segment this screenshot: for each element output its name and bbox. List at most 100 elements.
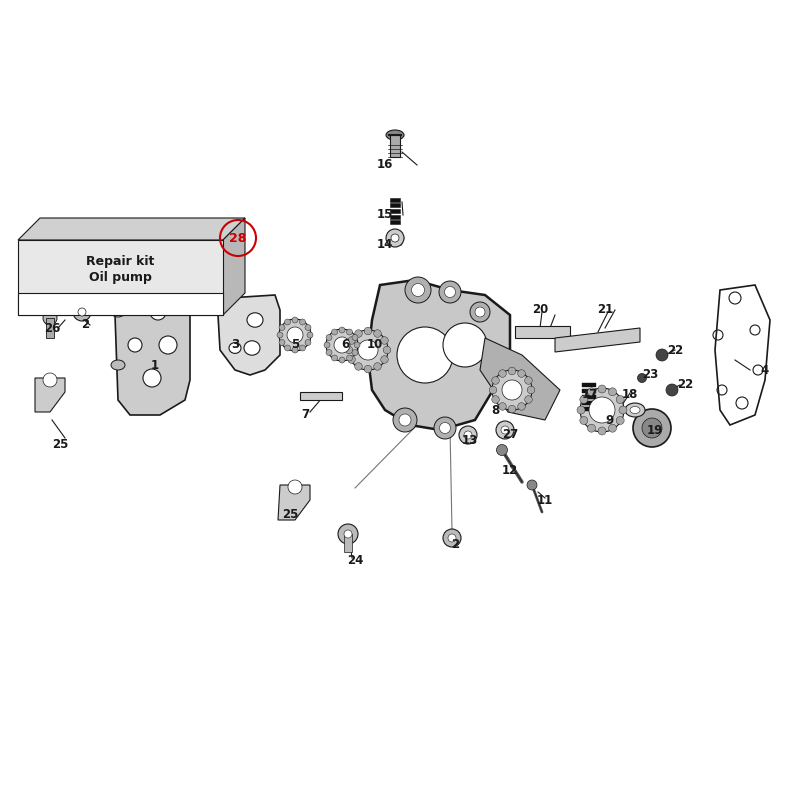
Text: 25: 25 <box>52 438 68 451</box>
Ellipse shape <box>625 403 645 417</box>
Circle shape <box>150 304 166 320</box>
Circle shape <box>348 330 388 370</box>
Circle shape <box>386 229 404 247</box>
Circle shape <box>393 408 417 432</box>
Text: 20: 20 <box>532 303 548 317</box>
Bar <box>46 318 54 338</box>
Circle shape <box>587 388 595 396</box>
Text: 13: 13 <box>462 434 478 446</box>
Circle shape <box>496 421 514 439</box>
Bar <box>582 407 596 411</box>
Circle shape <box>381 337 388 344</box>
Circle shape <box>443 323 487 367</box>
Circle shape <box>411 283 425 297</box>
Polygon shape <box>223 218 245 315</box>
Circle shape <box>619 406 627 414</box>
Circle shape <box>397 327 453 383</box>
Text: 22: 22 <box>667 343 683 357</box>
Polygon shape <box>35 378 65 412</box>
Circle shape <box>299 345 306 351</box>
Circle shape <box>299 319 306 325</box>
Bar <box>390 220 400 224</box>
Bar <box>390 135 400 157</box>
Circle shape <box>508 367 516 374</box>
Circle shape <box>326 334 332 341</box>
Bar <box>344 534 352 552</box>
Polygon shape <box>480 338 560 420</box>
Circle shape <box>656 349 668 361</box>
Circle shape <box>279 339 285 346</box>
Circle shape <box>346 346 353 354</box>
Bar <box>390 214 400 218</box>
Circle shape <box>498 402 506 410</box>
Circle shape <box>159 336 177 354</box>
Circle shape <box>616 417 624 425</box>
Circle shape <box>331 329 338 335</box>
Circle shape <box>285 345 290 351</box>
Text: 25: 25 <box>282 509 298 522</box>
Circle shape <box>577 406 585 414</box>
Circle shape <box>305 339 311 346</box>
Circle shape <box>307 332 313 338</box>
Circle shape <box>287 327 303 343</box>
Circle shape <box>609 388 617 396</box>
Circle shape <box>326 329 358 361</box>
Circle shape <box>358 340 378 360</box>
Circle shape <box>364 327 372 334</box>
Circle shape <box>490 386 497 394</box>
Circle shape <box>352 350 358 355</box>
Circle shape <box>292 317 298 323</box>
Text: 21: 21 <box>597 303 613 317</box>
Bar <box>390 203 400 207</box>
Circle shape <box>354 342 360 348</box>
Text: 14: 14 <box>377 238 393 251</box>
Bar <box>300 392 342 400</box>
Text: 17: 17 <box>582 389 598 402</box>
Text: 26: 26 <box>44 322 60 334</box>
Text: 10: 10 <box>367 338 383 351</box>
Polygon shape <box>278 485 310 520</box>
Ellipse shape <box>229 342 241 354</box>
Text: 11: 11 <box>537 494 553 506</box>
Circle shape <box>475 307 485 317</box>
Circle shape <box>43 311 57 325</box>
Circle shape <box>448 534 456 542</box>
Text: 15: 15 <box>377 209 393 222</box>
Circle shape <box>399 414 411 426</box>
Circle shape <box>324 342 330 348</box>
Circle shape <box>492 370 532 410</box>
Circle shape <box>391 234 399 242</box>
Polygon shape <box>368 280 510 430</box>
Circle shape <box>338 524 358 544</box>
Circle shape <box>589 397 615 423</box>
Circle shape <box>305 325 311 330</box>
Polygon shape <box>18 218 245 240</box>
Circle shape <box>443 529 461 547</box>
Circle shape <box>434 417 456 439</box>
Circle shape <box>277 332 283 338</box>
Text: 12: 12 <box>502 463 518 477</box>
Circle shape <box>498 370 506 378</box>
Circle shape <box>439 281 461 303</box>
Circle shape <box>518 402 526 410</box>
Text: 28: 28 <box>230 231 246 245</box>
Circle shape <box>374 330 382 338</box>
Text: 27: 27 <box>502 429 518 442</box>
Bar <box>582 383 596 387</box>
Circle shape <box>525 396 532 403</box>
Circle shape <box>638 374 646 382</box>
Polygon shape <box>555 328 640 352</box>
Text: 5: 5 <box>291 338 299 351</box>
Circle shape <box>73 303 91 321</box>
Text: 19: 19 <box>647 423 663 437</box>
Text: 2: 2 <box>81 318 89 331</box>
Circle shape <box>339 327 345 333</box>
Text: 9: 9 <box>606 414 614 426</box>
Text: 4: 4 <box>761 363 769 377</box>
Text: 23: 23 <box>642 369 658 382</box>
Polygon shape <box>218 295 280 375</box>
Ellipse shape <box>247 313 263 327</box>
Circle shape <box>439 422 450 434</box>
Circle shape <box>348 337 355 344</box>
Bar <box>18 293 223 315</box>
